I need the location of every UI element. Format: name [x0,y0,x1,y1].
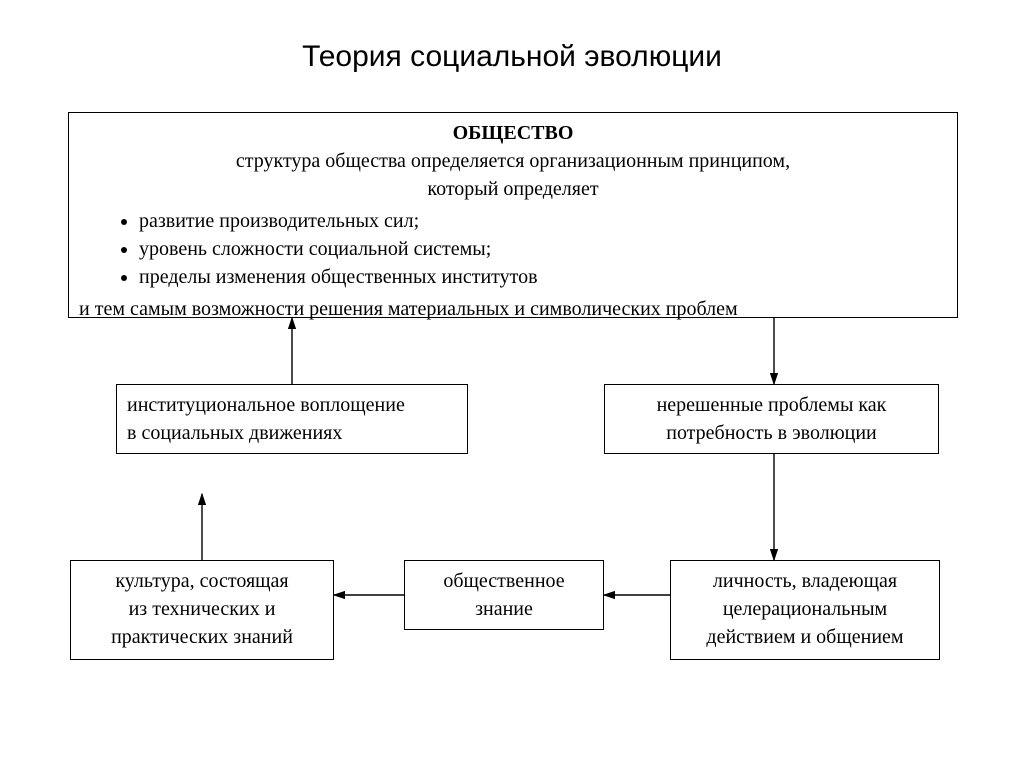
knowledge-line1: общественное [415,567,593,595]
page-title: Теория социальной эволюции [0,40,1024,74]
society-bullet: уровень сложности социальной системы; [139,235,947,263]
inst-line1: институциональное воплощение [127,391,457,419]
node-person: личность, владеющая целерациональным дей… [670,560,940,660]
society-bullet: развитие производительных сил; [139,207,947,235]
knowledge-line2: знание [415,595,593,623]
node-culture: культура, состоящая из технических и пра… [70,560,334,660]
node-unresolved: нерешенные проблемы как потребность в эв… [604,384,939,454]
society-bullet: пределы изменения общественных институто… [139,263,947,291]
inst-line2: в социальных движениях [127,419,457,447]
society-bullets: развитие производительных сил; уровень с… [79,207,947,291]
person-line2: целерациональным [681,595,929,623]
unresolved-line2: потребность в эволюции [615,419,928,447]
person-line3: действием и общением [681,623,929,651]
node-knowledge: общественное знание [404,560,604,630]
culture-line2: из технических и [81,595,323,623]
node-society: ОБЩЕСТВО структура общества определяется… [68,112,958,318]
culture-line3: практических знаний [81,623,323,651]
unresolved-line1: нерешенные проблемы как [615,391,928,419]
person-line1: личность, владеющая [681,567,929,595]
society-sub1: структура общества определяется организа… [79,147,947,175]
society-sub2: который определяет [79,175,947,203]
society-footer: и тем самым возможности решения материал… [79,295,947,323]
society-title: ОБЩЕСТВО [79,119,947,147]
node-institutional: институциональное воплощение в социальны… [116,384,468,454]
culture-line1: культура, состоящая [81,567,323,595]
